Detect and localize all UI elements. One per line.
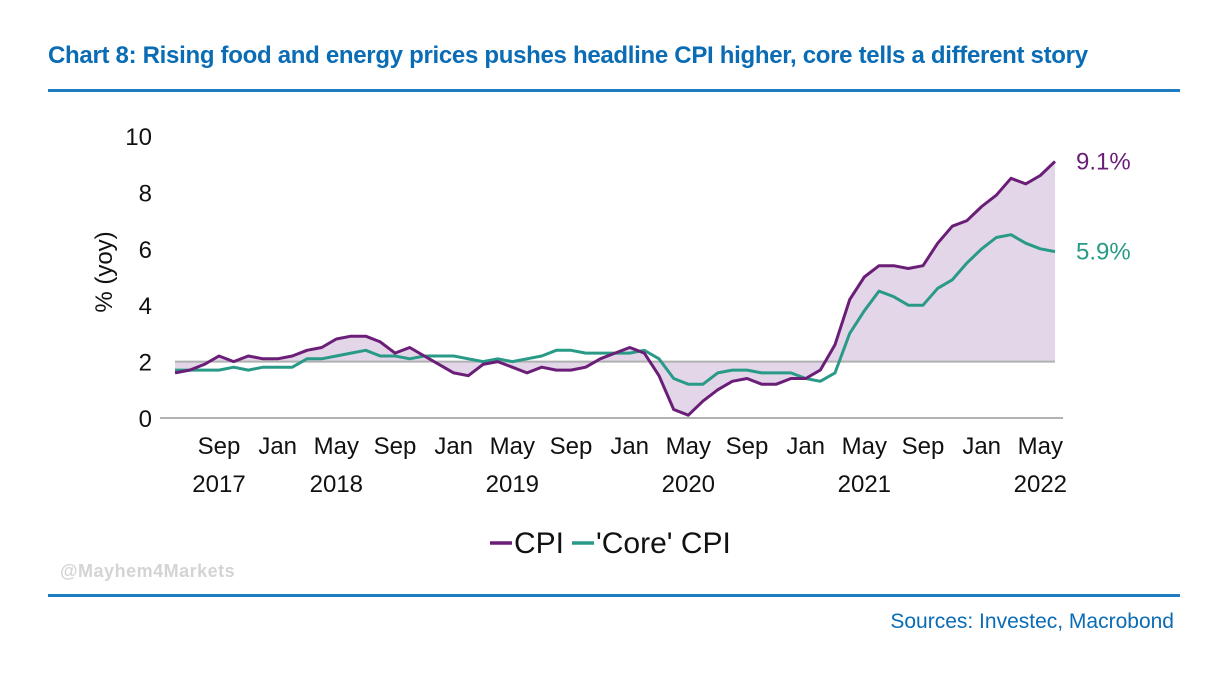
- y-tick-label: 2: [139, 350, 152, 377]
- legend-label-core: 'Core' CPI: [596, 527, 731, 560]
- y-axis-label: % (yoy): [91, 231, 118, 312]
- y-tick-label: 10: [125, 124, 152, 151]
- y-tick-label: 0: [139, 406, 152, 433]
- x-tick-year: 2020: [662, 471, 715, 498]
- cpi-line: [174, 160, 1057, 417]
- cpi-end-label: 9.1%: [1076, 148, 1131, 175]
- x-tick-year: 2022: [1014, 471, 1067, 498]
- y-tick-label: 8: [139, 180, 152, 207]
- y-tick-label: 4: [139, 293, 152, 320]
- legend-label-cpi: CPI: [514, 527, 564, 560]
- chart-title: Chart 8: Rising food and energy prices p…: [48, 42, 1088, 69]
- series-lines: [174, 160, 1057, 417]
- watermark: @Mayhem4Markets: [60, 561, 236, 581]
- y-tick-label: 6: [139, 237, 152, 264]
- x-tick-month: Sep: [550, 433, 593, 460]
- x-axis-ticks: Sep 2017 Jan May 2018 Sep Jan May 2019 Sep Jan May 2…: [192, 433, 1067, 498]
- x-tick-month: May: [666, 433, 711, 460]
- x-tick-month: Jan: [610, 433, 649, 460]
- y-axis-ticks: 0 2 4 6 8 10: [125, 124, 152, 433]
- x-tick-month: Sep: [198, 433, 241, 460]
- x-tick-month: Jan: [786, 433, 825, 460]
- x-tick-month: May: [490, 433, 535, 460]
- end-labels: 9.1% 5.9%: [1076, 148, 1131, 265]
- source-note: Sources: Investec, Macrobond: [890, 610, 1174, 633]
- bottom-divider: [48, 594, 1180, 597]
- x-tick-month: Jan: [258, 433, 297, 460]
- x-tick-month: Sep: [374, 433, 417, 460]
- cpi-area-fill: [175, 161, 1055, 416]
- x-tick-year: 2017: [192, 471, 245, 498]
- x-tick-year: 2021: [838, 471, 891, 498]
- x-tick-year: 2019: [486, 471, 539, 498]
- legend: CPI 'Core' CPI: [490, 527, 731, 560]
- cpi-area: [175, 161, 1055, 416]
- x-tick-month: Sep: [726, 433, 769, 460]
- top-divider: [48, 89, 1180, 92]
- x-tick-month: Sep: [902, 433, 945, 460]
- x-tick-month: Jan: [434, 433, 473, 460]
- core-end-label: 5.9%: [1076, 239, 1131, 266]
- x-tick-month: May: [842, 433, 887, 460]
- x-tick-month: May: [314, 433, 359, 460]
- x-tick-year: 2018: [310, 471, 363, 498]
- x-tick-month: Jan: [962, 433, 1001, 460]
- x-tick-month: May: [1018, 433, 1063, 460]
